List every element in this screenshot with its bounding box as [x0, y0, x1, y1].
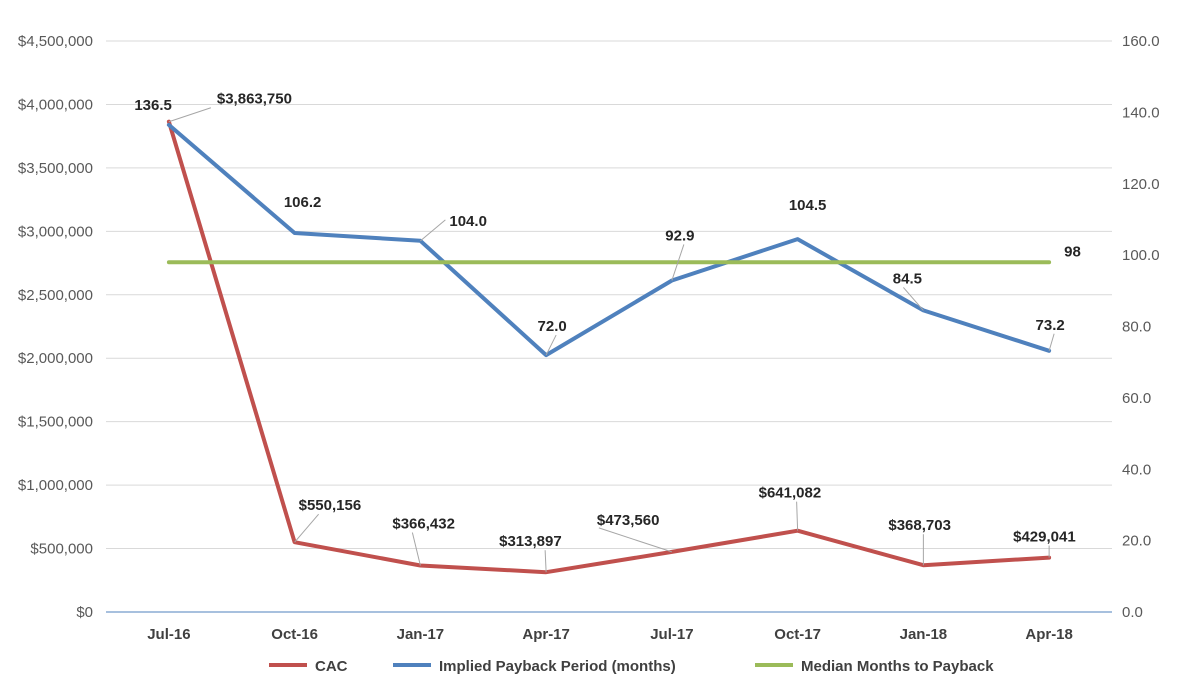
y-right-tick-label: 0.0 — [1122, 604, 1143, 621]
x-tick-label: Oct-16 — [271, 626, 318, 643]
y-left-tick-label: $3,500,000 — [18, 160, 93, 177]
y-left-tick-label: $2,000,000 — [18, 350, 93, 367]
y-right-tick-label: 80.0 — [1122, 319, 1151, 336]
x-tick-label: Jan-18 — [900, 626, 948, 643]
data-label: 104.0 — [449, 213, 487, 230]
data-label: 104.5 — [789, 197, 827, 214]
leader-line — [294, 513, 320, 543]
legend-label: Median Months to Payback — [801, 658, 994, 675]
leader-line — [1048, 333, 1055, 351]
leader-line — [796, 501, 799, 531]
y-left-tick-label: $0 — [76, 604, 93, 621]
legend: CAC Implied Payback Period (months) Median… — [269, 658, 994, 675]
leader-line — [420, 219, 446, 242]
data-label: $313,897 — [499, 533, 562, 550]
data-label: $368,703 — [888, 517, 951, 534]
leader-line — [544, 550, 547, 573]
data-label: $366,432 — [392, 516, 455, 533]
leader-lines — [168, 107, 1055, 573]
x-tick-label: Apr-17 — [522, 626, 570, 643]
y-right-tick-label: 40.0 — [1122, 461, 1151, 478]
y-right-tick-label: 120.0 — [1122, 176, 1160, 193]
y-left-tick-label: $500,000 — [30, 541, 93, 558]
legend-label: Implied Payback Period (months) — [439, 658, 676, 675]
data-labels: $3,863,750 $550,156 $366,432 $313,897 $473,5… — [134, 91, 1080, 550]
y-right-tick-label: 100.0 — [1122, 247, 1160, 264]
median-end-label: 98 — [1064, 243, 1081, 260]
legend-label: CAC — [315, 658, 348, 675]
data-label: $429,041 — [1013, 529, 1076, 546]
x-tick-label: Jul-17 — [650, 626, 693, 643]
axes: $0 $500,000 $1,000,000 $1,500,000 $2,000,000… — [18, 33, 1160, 643]
data-label: $473,560 — [597, 512, 660, 529]
data-label: 136.5 — [134, 97, 172, 114]
y-right-tick-label: 20.0 — [1122, 533, 1151, 550]
y-left-tick-label: $4,000,000 — [18, 96, 93, 113]
series-lines — [166, 119, 1052, 575]
leader-line — [598, 527, 673, 553]
x-tick-label: Apr-18 — [1025, 626, 1073, 643]
gridlines — [106, 40, 1112, 550]
series-line-0 — [166, 119, 1052, 575]
y-right-tick-label: 160.0 — [1122, 33, 1160, 50]
data-label: $641,082 — [759, 485, 822, 502]
y-right-tick-label: 140.0 — [1122, 104, 1160, 121]
y-left-tick-label: $1,000,000 — [18, 477, 93, 494]
y-left-tick-label: $4,500,000 — [18, 33, 93, 50]
leader-line — [168, 107, 212, 123]
x-tick-label: Oct-17 — [774, 626, 821, 643]
y-left-tick-label: $1,500,000 — [18, 414, 93, 431]
y-left-tick-label: $3,000,000 — [18, 223, 93, 240]
series-line-1 — [166, 122, 1052, 358]
y-right-tick-label: 60.0 — [1122, 390, 1151, 407]
data-label: $3,863,750 — [217, 91, 292, 108]
y-left-tick-label: $2,500,000 — [18, 287, 93, 304]
data-label: $550,156 — [299, 497, 362, 514]
leader-line — [902, 287, 924, 311]
data-label: 106.2 — [284, 194, 322, 211]
x-tick-label: Jan-17 — [397, 626, 445, 643]
data-label: 92.9 — [665, 227, 694, 244]
leader-line — [671, 244, 685, 281]
leader-line — [545, 334, 557, 356]
x-tick-label: Jul-16 — [147, 626, 190, 643]
data-label: 72.0 — [538, 318, 567, 335]
data-label: 84.5 — [893, 270, 922, 287]
data-label: 73.2 — [1036, 317, 1065, 334]
leader-line — [411, 532, 421, 566]
